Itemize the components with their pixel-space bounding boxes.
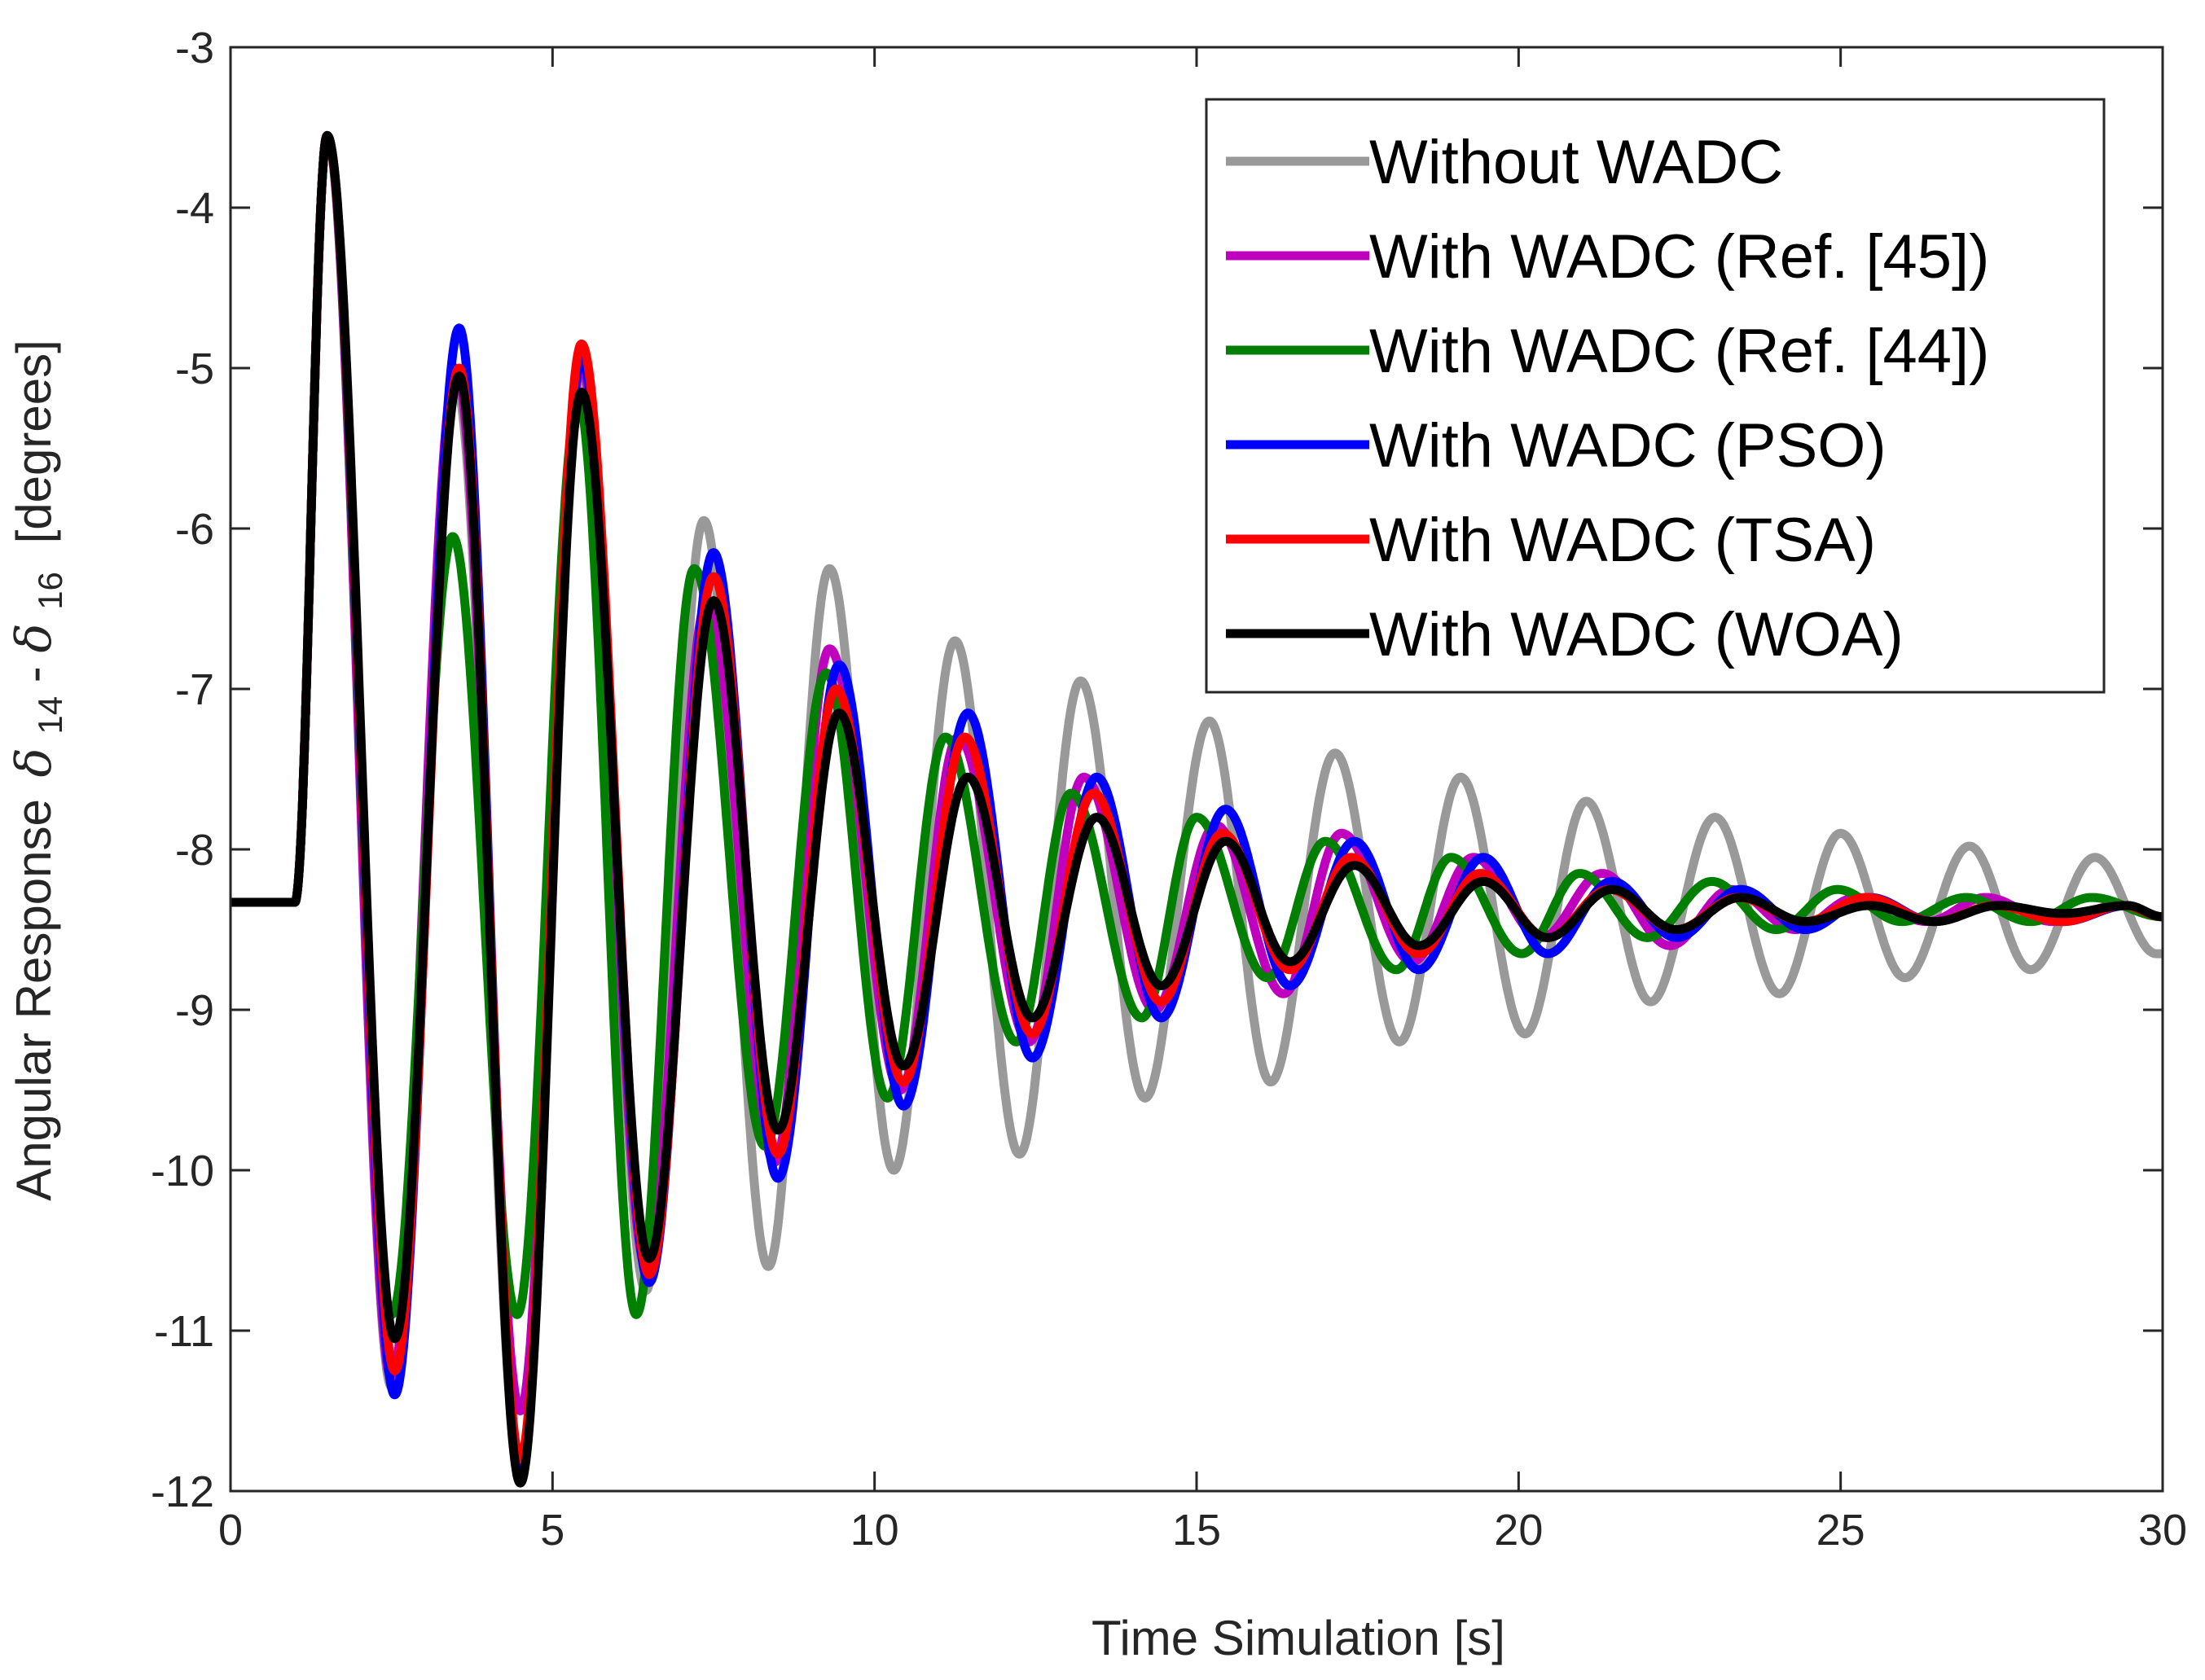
x-tick-label: 5 xyxy=(540,1506,564,1555)
y-label-delta-1: δ xyxy=(6,748,63,777)
legend-label: With WADC (PSO) xyxy=(1369,411,1887,480)
series-line-with-wadc-woa xyxy=(231,130,2163,1488)
legend-label: With WADC (Ref. [45]) xyxy=(1369,222,1989,292)
axes: 0 5 10 15 20 25 30 -3 -4 -5 -6 -7 -8 -9 -10 -11 -12 xyxy=(151,24,2187,1555)
y-label-sub-2: 16 xyxy=(31,572,69,610)
x-tick-label: 25 xyxy=(1816,1506,1865,1555)
legend-label: With WADC (TSA) xyxy=(1369,506,1876,575)
series-lines xyxy=(231,130,2163,1488)
x-tick-label: 0 xyxy=(218,1506,243,1555)
y-tick-label: -5 xyxy=(175,344,214,393)
x-tick-label: 20 xyxy=(1494,1506,1543,1555)
series-line-with-wadc-ref-44 xyxy=(231,130,2163,1319)
x-tick-label: 15 xyxy=(1172,1506,1221,1555)
y-label-delta-2: δ xyxy=(6,623,63,652)
y-tick-label: -7 xyxy=(175,665,214,714)
plot-area xyxy=(231,130,2163,1488)
y-tick-label: -12 xyxy=(151,1467,214,1516)
y-label-dash: - xyxy=(7,666,61,682)
legend-label: With WADC (WOA) xyxy=(1369,600,1904,669)
legend: Without WADC With WADC (Ref. [45]) With WA… xyxy=(1205,98,2106,694)
y-tick-label: -11 xyxy=(154,1307,214,1356)
y-label-suffix: [degrees] xyxy=(7,340,61,543)
y-tick-label: -10 xyxy=(151,1147,214,1195)
y-tick-label: -6 xyxy=(175,505,214,554)
x-tick-label: 10 xyxy=(850,1506,899,1555)
legend-box xyxy=(1205,98,2106,694)
y-label-sub-1: 14 xyxy=(31,696,69,735)
y-label-prefix: Angular Response xyxy=(7,799,61,1201)
y-tick-label: -8 xyxy=(175,826,214,875)
y-axis-label: Angular Response δ 14 - δ 16 [degrees] xyxy=(6,340,72,1201)
y-tick-label: -3 xyxy=(175,24,214,72)
x-tick-label: 30 xyxy=(2138,1506,2187,1555)
legend-label: Without WADC xyxy=(1369,128,1783,197)
y-tick-label: -9 xyxy=(175,986,214,1035)
legend-label: With WADC (Ref. [44]) xyxy=(1369,317,1989,386)
x-axis-label: Time Simulation [s] xyxy=(1092,1611,1505,1665)
y-tick-label: -4 xyxy=(175,184,214,233)
